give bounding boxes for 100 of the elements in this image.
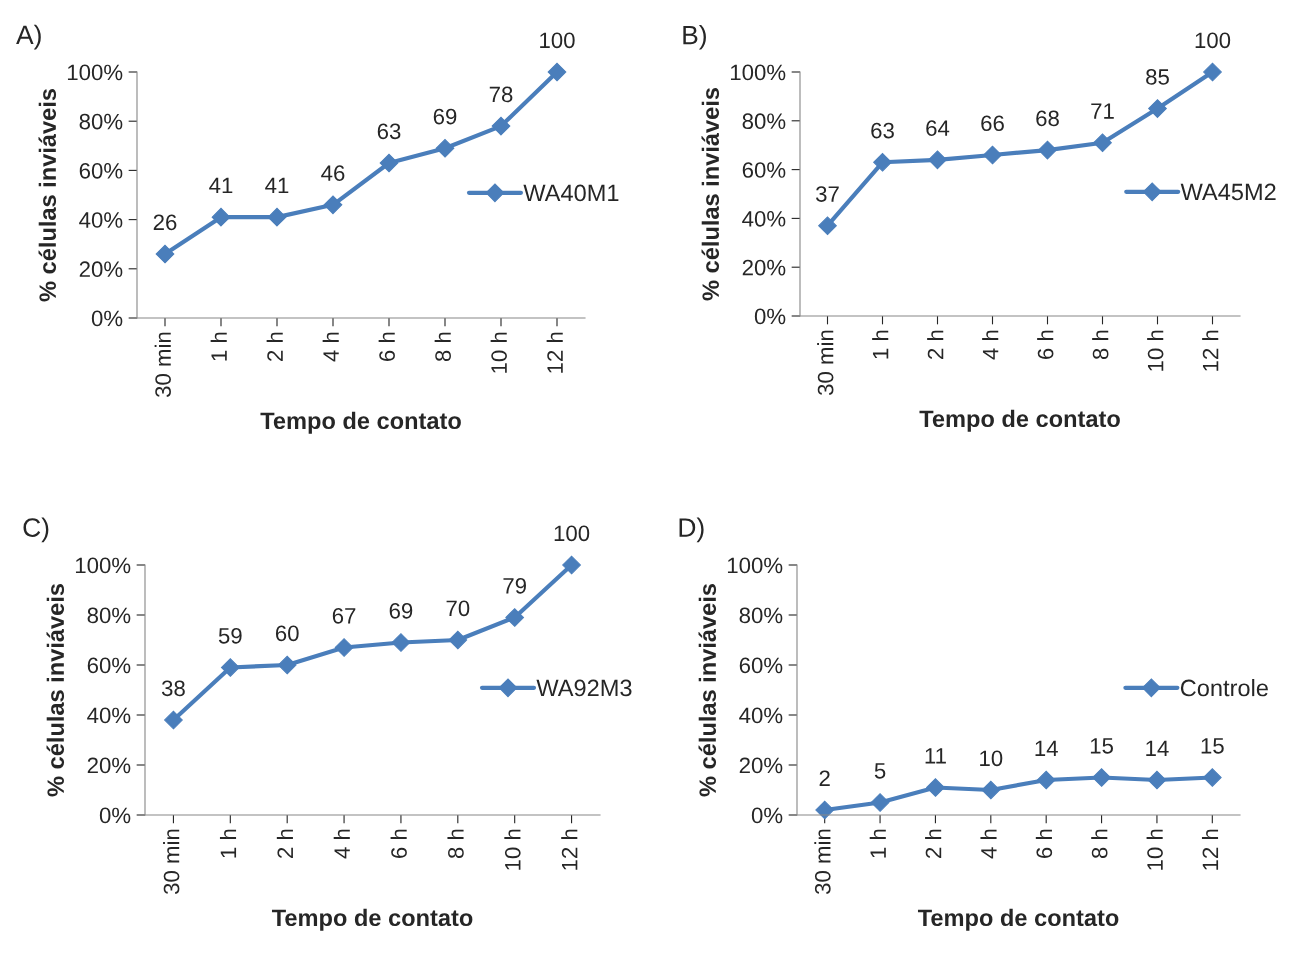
data-label: 68 — [1036, 110, 1059, 127]
data-label: 69 — [389, 602, 413, 619]
x-tick-label: 12 h — [561, 829, 578, 870]
data-label: 5 — [874, 763, 886, 779]
point — [562, 555, 581, 575]
x-tick-label: 1 h — [210, 332, 227, 361]
x-tick-label: 2 h — [927, 330, 944, 359]
y-tick-label: 100% — [730, 64, 786, 81]
point — [220, 658, 240, 677]
chart-title: A) — [16, 24, 41, 50]
point — [818, 216, 837, 236]
data-label: 59 — [218, 627, 242, 644]
legend-label: WA45M2 — [1180, 183, 1276, 201]
x-tick-label: 1 h — [869, 829, 886, 858]
point — [505, 608, 525, 627]
y-tick-label: 80% — [79, 113, 123, 130]
y-tick-label: 20% — [79, 261, 123, 278]
chart-title: D) — [679, 517, 704, 543]
y-tick-label: 20% — [87, 757, 131, 774]
point — [926, 778, 945, 797]
x-axis-title: Tempo de contato — [919, 409, 1120, 432]
legend-label: WA40M1 — [523, 184, 619, 202]
data-label: 14 — [1146, 740, 1169, 756]
data-label: 10 — [980, 750, 1003, 767]
data-label: 60 — [275, 625, 299, 642]
data-label: 37 — [815, 186, 839, 202]
x-tick-label: 12 h — [1201, 829, 1219, 870]
x-tick-label: 10 h — [504, 829, 521, 870]
point — [391, 633, 411, 652]
point — [1147, 770, 1167, 790]
x-tick-label: 8 h — [434, 332, 451, 362]
x-tick-label: 4 h — [333, 829, 350, 859]
point — [1148, 99, 1167, 118]
x-tick-label: 2 h — [925, 829, 942, 858]
data-label: 15 — [1090, 738, 1113, 754]
data-label: 100 — [540, 32, 575, 49]
point — [1036, 770, 1056, 790]
y-tick-label: 40% — [742, 210, 786, 227]
point — [1093, 133, 1112, 153]
x-tick-label: 30 min — [154, 332, 171, 398]
data-label: 70 — [446, 600, 470, 617]
x-tick-label: 4 h — [322, 332, 339, 362]
point — [155, 244, 175, 264]
data-label: 71 — [1091, 103, 1114, 119]
x-tick-label: 30 min — [817, 330, 834, 396]
point — [323, 195, 343, 215]
x-axis-title: Tempo de contato — [260, 411, 461, 434]
data-label: 2 — [819, 770, 830, 786]
y-tick-label: 60% — [742, 162, 786, 178]
chart-title: B) — [683, 25, 706, 50]
point — [164, 710, 183, 730]
x-tick-label: 6 h — [390, 829, 407, 858]
point — [981, 780, 1001, 800]
point — [435, 138, 455, 158]
y-tick-label: 100% — [75, 557, 131, 574]
point — [1038, 140, 1057, 160]
data-label: 64 — [926, 120, 950, 136]
data-label: 69 — [433, 108, 457, 125]
y-tick-label: 20% — [742, 259, 786, 276]
point — [870, 793, 890, 812]
x-tick-label: 6 h — [1035, 829, 1053, 858]
data-label: 41 — [265, 177, 289, 194]
x-tick-label: 10 h — [1146, 829, 1163, 870]
data-label: 85 — [1146, 69, 1169, 85]
legend-label: WA92M3 — [536, 679, 632, 697]
x-tick-label: 30 min — [814, 829, 831, 895]
point — [873, 152, 892, 172]
data-label: 63 — [377, 123, 401, 140]
y-tick-label: 0% — [751, 807, 783, 824]
x-tick-label: 12 h — [546, 332, 563, 373]
y-tick-label: 80% — [742, 113, 786, 130]
point — [379, 153, 399, 173]
point — [1202, 768, 1222, 787]
y-tick-label: 80% — [87, 607, 131, 624]
x-tick-label: 10 h — [1147, 330, 1164, 371]
x-tick-label: 8 h — [447, 829, 464, 859]
point — [491, 116, 511, 136]
data-label: 66 — [981, 115, 1004, 132]
y-axis-title: % células inviáveis — [698, 583, 717, 797]
data-label: 100 — [554, 525, 590, 542]
x-tick-label: 2 h — [266, 332, 283, 361]
y-tick-label: 40% — [739, 707, 783, 724]
point — [547, 62, 567, 82]
y-axis-title: % células inviáveis — [701, 87, 720, 301]
chart-title: C) — [23, 517, 49, 543]
x-axis-title: Tempo de contato — [271, 908, 473, 931]
data-label: 78 — [489, 86, 513, 103]
data-label: 46 — [321, 165, 345, 181]
y-axis-title: % células inviáveis — [38, 88, 57, 302]
x-tick-label: 30 min — [163, 829, 180, 895]
legend-label: Controle — [1180, 678, 1268, 697]
y-tick-label: 40% — [87, 707, 131, 724]
y-tick-label: 20% — [739, 757, 783, 774]
data-label: 14 — [1035, 740, 1058, 756]
y-tick-label: 0% — [754, 308, 786, 325]
data-label: 41 — [209, 177, 233, 194]
y-tick-label: 60% — [87, 657, 131, 674]
point — [267, 207, 287, 227]
x-tick-label: 12 h — [1202, 330, 1219, 371]
data-label: 63 — [871, 122, 894, 139]
